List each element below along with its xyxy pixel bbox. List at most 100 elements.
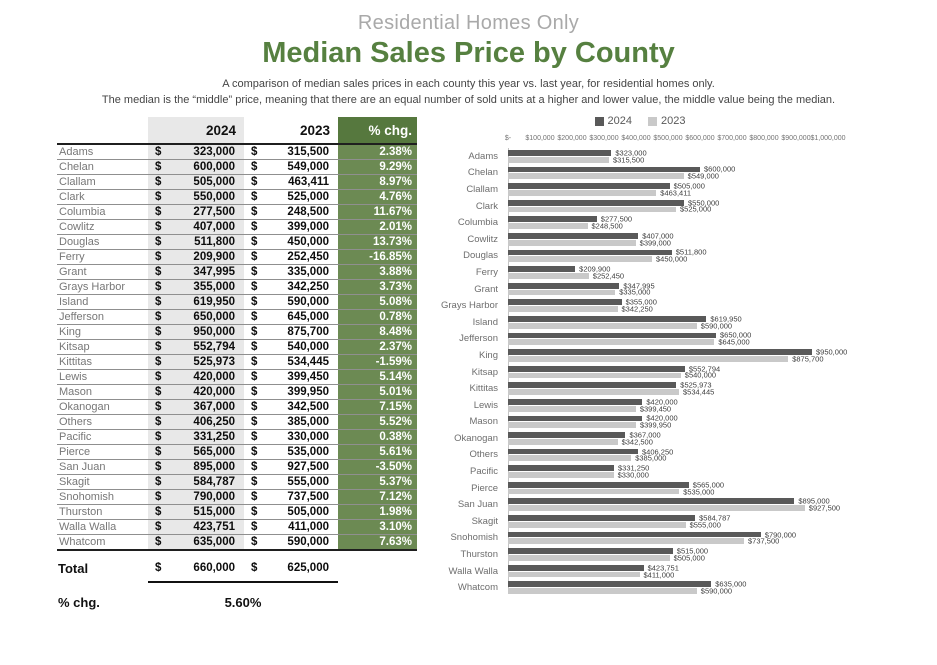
value-2023-cell: $555,000 [244, 474, 338, 490]
chart-category-label: Okanogan [454, 432, 498, 444]
county-cell: Okanogan [57, 399, 148, 415]
amount: 635,000 [193, 536, 235, 548]
value-2024-cell: $650,000 [148, 309, 244, 325]
currency-symbol: $ [155, 236, 162, 248]
pct-change-cell: 5.61% [338, 444, 417, 460]
value-2023-cell: $330,000 [244, 429, 338, 445]
amount: 335,000 [287, 266, 329, 278]
chart-category-label: Chelan [467, 167, 498, 179]
county-cell: Mason [57, 384, 148, 400]
chart-category-label: Cowlitz [467, 233, 498, 245]
column-header-2023: 2023 [244, 117, 338, 145]
chart-row: Grays Harbor $355,000 $342,250 [440, 297, 932, 314]
currency-symbol: $ [251, 236, 258, 248]
bar-value-label: $535,000 [683, 486, 715, 496]
x-axis-tick: $100,000 [525, 135, 555, 142]
pct-change-cell: 5.37% [338, 474, 417, 490]
chart-bars: $515,000 $505,000 [508, 546, 828, 563]
x-axis-tick: $500,000 [653, 135, 683, 142]
table-row: Clark $550,000 $525,000 4.76% [57, 189, 417, 205]
value-2024-cell: $423,751 [148, 519, 244, 535]
bar-value-label: $645,000 [718, 337, 750, 347]
value-2024-cell: $635,000 [148, 534, 244, 551]
bar-value-label: $248,500 [591, 221, 623, 231]
bar-value-label: $555,000 [689, 520, 721, 529]
value-2024-cell: $584,787 [148, 474, 244, 490]
chart-category-label: San Juan [457, 499, 498, 511]
chart-bars: $423,751 $411,000 [508, 563, 828, 580]
bar-2023: $875,700 [508, 355, 824, 362]
legend-label: 2023 [661, 115, 686, 127]
chart-row: Thurston $515,000 $505,000 [440, 546, 932, 563]
county-cell: Island [57, 294, 148, 310]
amount: 406,250 [193, 416, 235, 428]
value-2023-cell: $342,250 [244, 279, 338, 295]
currency-symbol: $ [155, 251, 162, 263]
table-row: Whatcom $635,000 $590,000 7.63% [57, 534, 417, 551]
bar-value-label: $619,950 [710, 314, 742, 324]
bar-value-label: $367,000 [629, 430, 661, 440]
bar-2023: $330,000 [508, 471, 649, 478]
bar-value-label: $505,000 [673, 553, 705, 563]
chart-row: Clark $550,000 $525,000 [440, 198, 932, 215]
x-axis-tick: $1,000,000 [810, 135, 846, 142]
bar-2023: $463,411 [508, 189, 691, 196]
chart-category-label: Kittitas [469, 383, 498, 395]
county-cell: Skagit [57, 474, 148, 490]
value-2024-cell: $331,250 [148, 429, 244, 445]
bar-2024: $407,000 [508, 232, 674, 239]
amount: 619,950 [193, 296, 235, 308]
bar-value-label: $540,000 [684, 370, 717, 380]
legend-swatch [594, 116, 604, 126]
pct-change-label: % chg. [58, 594, 100, 610]
value-2023-cell: $252,450 [244, 249, 338, 265]
value-2024-cell: $895,000 [148, 459, 244, 475]
bar-2024: $584,787 [508, 514, 730, 521]
chart-row: Snohomish $790,000 $737,500 [440, 530, 932, 547]
chart-bars: $550,000 $525,000 [508, 198, 828, 215]
pct-change-value: 5.60% [224, 595, 262, 610]
bar-value-label: $650,000 [720, 330, 752, 340]
table-row: Mason $420,000 $399,950 5.01% [57, 384, 417, 400]
chart-row: Douglas $511,800 $450,000 [440, 248, 932, 265]
currency-symbol: $ [251, 476, 258, 488]
value-2023-cell: $450,000 [244, 234, 338, 250]
chart-rows: Adams $323,000 $315,500 Chelan $600,000 $549,… [440, 148, 932, 596]
chart-row: Pierce $565,000 $535,000 [440, 480, 932, 497]
bar-2023: $555,000 [508, 521, 721, 528]
bar-value-label: $342,250 [621, 304, 653, 314]
total-2024-cell: $660,000 [148, 550, 244, 583]
bar-value-label: $406,250 [642, 446, 674, 456]
column-header-2024: 2024 [148, 117, 244, 145]
bar-2024: $355,000 [508, 298, 657, 306]
pct-change-cell: 0.78% [338, 309, 417, 325]
table-row: Pacific $331,250 $330,000 0.38% [57, 429, 417, 445]
amount: 895,000 [193, 461, 235, 473]
chart-bars: $420,000 $399,950 [508, 414, 828, 431]
bar-2023: $342,500 [508, 438, 653, 445]
bar-2024: $277,500 [508, 216, 632, 223]
value-2023-cell: $399,450 [244, 369, 338, 385]
value-2023-cell: $248,500 [244, 204, 338, 220]
value-2023-cell: $505,000 [244, 504, 338, 520]
bar-2024: $565,000 [508, 481, 724, 488]
currency-symbol: $ [251, 281, 258, 293]
amount: 875,700 [287, 326, 329, 338]
bar-2023: $315,500 [508, 156, 644, 163]
chart-bars: $367,000 $342,500 [508, 430, 828, 447]
bar-value-label: $511,800 [675, 247, 707, 257]
table-row: Douglas $511,800 $450,000 13.73% [57, 234, 417, 250]
amount: 650,000 [193, 311, 235, 323]
county-cell: Pierce [57, 444, 148, 460]
chart-bars: $552,794 $540,000 [508, 364, 828, 381]
chart-category-label: Adams [468, 150, 498, 162]
x-axis-tick: $300,000 [589, 135, 619, 142]
bar-2023: $525,000 [508, 206, 711, 213]
amount: 565,000 [193, 446, 235, 458]
median-price-table-panel: 2024 2023 % chg. Adams $323,000 $315,500 2.… [57, 117, 417, 611]
currency-symbol: $ [251, 536, 258, 548]
bar-2023: $737,500 [508, 538, 779, 545]
currency-symbol: $ [155, 491, 162, 503]
chart-category-label: Mason [469, 416, 498, 428]
value-2024-cell: $355,000 [148, 279, 244, 295]
